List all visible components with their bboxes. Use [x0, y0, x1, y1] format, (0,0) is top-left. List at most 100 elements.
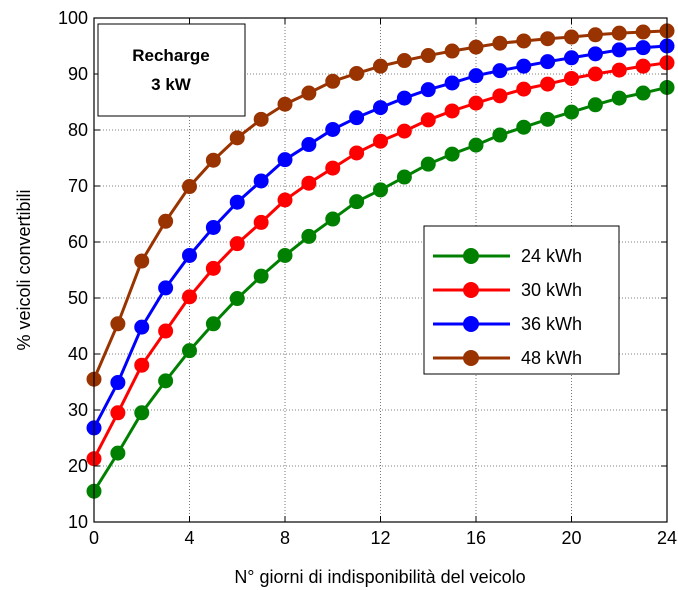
- data-point: [540, 111, 556, 127]
- data-point: [158, 323, 174, 339]
- x-tick-label: 24: [657, 528, 677, 548]
- data-point: [110, 405, 126, 421]
- data-point: [158, 280, 174, 296]
- data-point: [158, 213, 174, 229]
- x-axis-label: N° giorni di indisponibilità del veicolo: [234, 567, 525, 587]
- legend-item: 30 kWh: [433, 280, 582, 300]
- data-point: [516, 119, 532, 135]
- data-point: [587, 97, 603, 113]
- data-point: [635, 85, 651, 101]
- y-tick-label: 70: [68, 176, 88, 196]
- y-tick-label: 90: [68, 64, 88, 84]
- y-tick-label: 30: [68, 400, 88, 420]
- data-point: [587, 46, 603, 62]
- data-point: [158, 373, 174, 389]
- series-0: [86, 79, 675, 499]
- data-point: [325, 211, 341, 227]
- data-point: [205, 219, 221, 235]
- annotation-box: Recharge 3 kW: [97, 23, 246, 117]
- series-2: [86, 38, 675, 436]
- y-tick-label: 10: [68, 512, 88, 532]
- legend-marker: [463, 350, 479, 366]
- legend-item: 48 kWh: [433, 348, 582, 368]
- data-point: [396, 90, 412, 106]
- data-point: [110, 445, 126, 461]
- data-point: [396, 169, 412, 185]
- data-point: [349, 194, 365, 210]
- data-point: [420, 156, 436, 172]
- data-point: [205, 260, 221, 276]
- data-point: [635, 24, 651, 40]
- data-point: [182, 289, 197, 305]
- data-point: [420, 82, 436, 98]
- annotation-line-1: Recharge: [132, 46, 209, 65]
- data-point: [182, 247, 197, 263]
- data-point: [349, 145, 365, 161]
- legend-marker: [463, 316, 479, 332]
- legend-label: 36 kWh: [521, 314, 582, 334]
- data-point: [396, 53, 412, 69]
- data-point: [301, 85, 317, 101]
- data-point: [516, 58, 532, 74]
- series-1: [86, 55, 675, 467]
- data-point: [468, 95, 484, 111]
- series-layer: [86, 23, 675, 499]
- data-point: [373, 58, 388, 74]
- legend-item: 36 kWh: [433, 314, 582, 334]
- data-point: [182, 179, 197, 195]
- data-point: [492, 88, 508, 104]
- legend-label: 48 kWh: [521, 348, 582, 368]
- data-point: [468, 137, 484, 153]
- data-point: [110, 316, 126, 332]
- data-point: [205, 152, 221, 168]
- data-point: [611, 25, 627, 41]
- x-tick-label: 20: [561, 528, 581, 548]
- y-axis-label: % veicoli convertibili: [14, 189, 34, 350]
- data-point: [492, 35, 508, 51]
- data-point: [277, 247, 293, 263]
- data-point: [540, 31, 556, 47]
- data-point: [301, 137, 317, 153]
- data-point: [110, 375, 126, 391]
- x-tick-label: 12: [370, 528, 390, 548]
- data-point: [134, 357, 150, 373]
- data-point: [229, 291, 245, 307]
- data-point: [396, 123, 412, 139]
- x-tick-label: 16: [466, 528, 486, 548]
- data-point: [277, 96, 293, 112]
- data-point: [373, 182, 388, 198]
- x-tick-label: 4: [184, 528, 194, 548]
- data-point: [229, 130, 245, 146]
- data-point: [373, 133, 388, 149]
- data-point: [349, 65, 365, 81]
- data-point: [134, 319, 150, 335]
- data-point: [134, 253, 150, 269]
- data-point: [420, 48, 436, 64]
- x-tick-label: 0: [89, 528, 99, 548]
- annotation-frame: [97, 23, 246, 117]
- data-point: [325, 73, 341, 89]
- data-point: [516, 33, 532, 49]
- data-point: [587, 27, 603, 43]
- data-point: [564, 70, 579, 86]
- data-point: [253, 268, 269, 284]
- data-point: [587, 66, 603, 82]
- data-point: [516, 81, 532, 97]
- data-point: [444, 43, 460, 59]
- data-point: [277, 152, 293, 168]
- data-point: [253, 111, 269, 127]
- data-point: [301, 228, 317, 244]
- data-point: [564, 104, 579, 120]
- data-point: [635, 40, 651, 56]
- data-point: [492, 63, 508, 79]
- data-point: [205, 316, 221, 332]
- data-point: [420, 112, 436, 128]
- data-point: [229, 194, 245, 210]
- y-tick-label: 80: [68, 120, 88, 140]
- data-point: [468, 39, 484, 55]
- y-tick-label: 50: [68, 288, 88, 308]
- data-point: [468, 68, 484, 84]
- y-tick-label: 60: [68, 232, 88, 252]
- legend-marker: [463, 282, 479, 298]
- data-point: [229, 236, 245, 252]
